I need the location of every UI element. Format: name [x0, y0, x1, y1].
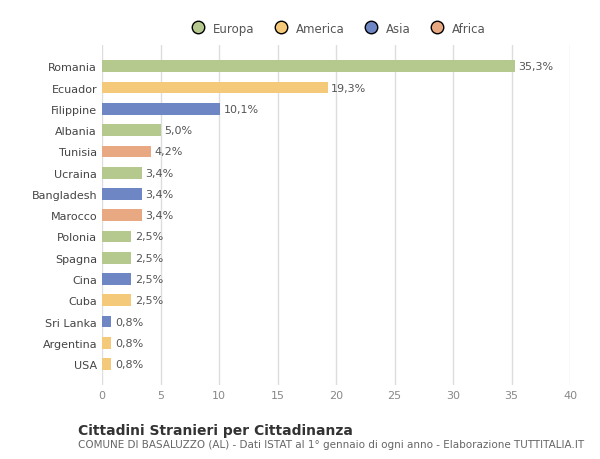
Text: 4,2%: 4,2%	[155, 147, 183, 157]
Bar	[102, 337, 112, 349]
Text: COMUNE DI BASALUZZO (AL) - Dati ISTAT al 1° gennaio di ogni anno - Elaborazione : COMUNE DI BASALUZZO (AL) - Dati ISTAT al…	[78, 440, 584, 449]
Text: 2,5%: 2,5%	[135, 232, 163, 242]
Text: 3,4%: 3,4%	[145, 211, 173, 221]
Bar	[102, 358, 112, 370]
Text: 35,3%: 35,3%	[518, 62, 554, 72]
Text: 0,8%: 0,8%	[115, 338, 143, 348]
Bar	[102, 210, 142, 222]
Text: Cittadini Stranieri per Cittadinanza: Cittadini Stranieri per Cittadinanza	[78, 423, 353, 437]
Bar	[102, 104, 220, 116]
Text: 3,4%: 3,4%	[145, 168, 173, 178]
Bar	[102, 125, 161, 137]
Bar	[102, 231, 131, 243]
Text: 2,5%: 2,5%	[135, 274, 163, 285]
Bar	[102, 316, 112, 328]
Legend: Europa, America, Asia, Africa: Europa, America, Asia, Africa	[181, 18, 491, 40]
Bar	[102, 168, 142, 179]
Bar	[102, 274, 131, 285]
Bar	[102, 83, 328, 94]
Text: 5,0%: 5,0%	[164, 126, 192, 136]
Text: 2,5%: 2,5%	[135, 253, 163, 263]
Bar	[102, 295, 131, 307]
Text: 2,5%: 2,5%	[135, 296, 163, 306]
Bar	[102, 62, 515, 73]
Text: 0,8%: 0,8%	[115, 317, 143, 327]
Bar	[102, 189, 142, 200]
Text: 3,4%: 3,4%	[145, 190, 173, 200]
Bar	[102, 146, 151, 158]
Text: 10,1%: 10,1%	[224, 105, 259, 115]
Text: 19,3%: 19,3%	[331, 84, 367, 93]
Bar	[102, 252, 131, 264]
Text: 0,8%: 0,8%	[115, 359, 143, 369]
